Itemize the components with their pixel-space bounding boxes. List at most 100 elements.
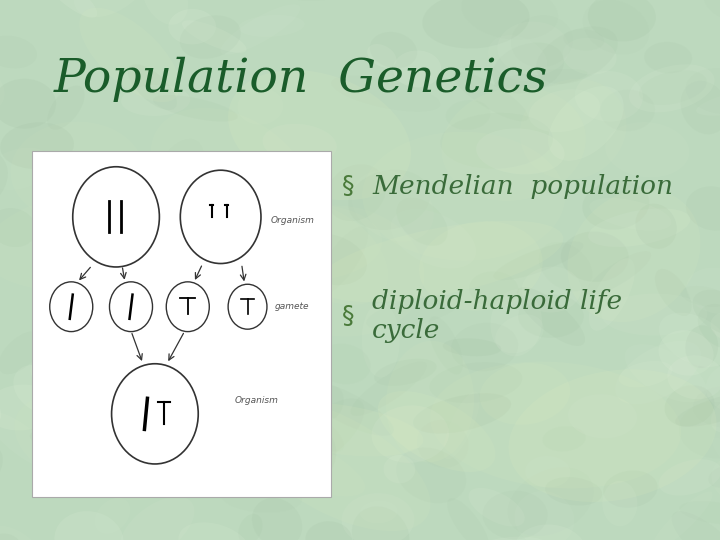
Ellipse shape	[152, 139, 204, 210]
Ellipse shape	[469, 488, 525, 526]
Ellipse shape	[256, 205, 425, 336]
Ellipse shape	[451, 323, 518, 372]
Ellipse shape	[696, 86, 720, 116]
Ellipse shape	[536, 26, 618, 84]
Ellipse shape	[562, 38, 616, 75]
Ellipse shape	[0, 388, 1, 423]
Text: §: §	[342, 174, 354, 198]
Ellipse shape	[0, 123, 74, 169]
Ellipse shape	[238, 514, 263, 540]
Ellipse shape	[45, 0, 97, 18]
Ellipse shape	[182, 21, 247, 53]
Ellipse shape	[441, 87, 586, 201]
Ellipse shape	[563, 29, 604, 51]
Ellipse shape	[685, 325, 718, 368]
Ellipse shape	[202, 298, 253, 341]
Ellipse shape	[686, 186, 720, 231]
Ellipse shape	[528, 89, 600, 132]
Ellipse shape	[0, 384, 57, 430]
Ellipse shape	[545, 477, 602, 505]
Ellipse shape	[384, 455, 415, 483]
Ellipse shape	[341, 493, 415, 540]
Ellipse shape	[711, 456, 720, 507]
Ellipse shape	[452, 537, 554, 540]
Ellipse shape	[31, 342, 110, 399]
Ellipse shape	[603, 470, 657, 508]
Ellipse shape	[423, 0, 529, 49]
Ellipse shape	[665, 386, 714, 427]
Ellipse shape	[480, 363, 570, 425]
Ellipse shape	[167, 163, 302, 277]
Ellipse shape	[60, 163, 102, 189]
Ellipse shape	[548, 86, 624, 161]
Ellipse shape	[469, 272, 518, 307]
Ellipse shape	[148, 322, 228, 401]
Ellipse shape	[494, 69, 588, 90]
Ellipse shape	[711, 397, 720, 432]
Ellipse shape	[128, 64, 177, 110]
Ellipse shape	[180, 15, 240, 59]
Ellipse shape	[659, 459, 720, 496]
Ellipse shape	[396, 448, 467, 503]
Ellipse shape	[515, 491, 575, 540]
Ellipse shape	[518, 294, 584, 338]
Ellipse shape	[45, 157, 130, 209]
Ellipse shape	[393, 50, 441, 87]
Ellipse shape	[54, 511, 124, 540]
Ellipse shape	[589, 258, 635, 330]
Ellipse shape	[374, 359, 437, 386]
Ellipse shape	[675, 392, 720, 427]
Ellipse shape	[0, 447, 3, 491]
Ellipse shape	[305, 521, 352, 540]
Ellipse shape	[698, 304, 720, 348]
Ellipse shape	[413, 393, 511, 434]
Ellipse shape	[263, 124, 337, 164]
Ellipse shape	[0, 79, 56, 129]
Ellipse shape	[652, 491, 713, 540]
Ellipse shape	[378, 391, 495, 472]
Ellipse shape	[655, 269, 692, 316]
Ellipse shape	[158, 264, 202, 299]
Ellipse shape	[476, 129, 564, 174]
Ellipse shape	[80, 160, 132, 217]
Ellipse shape	[313, 386, 343, 422]
Ellipse shape	[672, 511, 720, 540]
Ellipse shape	[42, 248, 131, 311]
Ellipse shape	[158, 164, 286, 284]
Text: Organism: Organism	[235, 395, 279, 404]
Ellipse shape	[251, 402, 423, 456]
Ellipse shape	[370, 32, 417, 68]
Ellipse shape	[635, 204, 677, 249]
Ellipse shape	[0, 147, 8, 214]
Ellipse shape	[153, 95, 238, 122]
Ellipse shape	[588, 208, 690, 247]
Ellipse shape	[149, 394, 365, 496]
Ellipse shape	[482, 491, 548, 539]
Ellipse shape	[148, 205, 279, 304]
Ellipse shape	[13, 364, 70, 415]
Ellipse shape	[299, 380, 394, 436]
Ellipse shape	[213, 358, 259, 390]
Ellipse shape	[521, 267, 581, 313]
Ellipse shape	[493, 241, 583, 280]
Ellipse shape	[492, 43, 564, 93]
Ellipse shape	[600, 90, 655, 131]
Ellipse shape	[639, 70, 707, 105]
Ellipse shape	[95, 498, 130, 534]
Ellipse shape	[0, 51, 4, 112]
Ellipse shape	[0, 534, 22, 540]
Text: §: §	[342, 304, 354, 328]
Ellipse shape	[679, 402, 720, 458]
Ellipse shape	[367, 44, 397, 68]
Ellipse shape	[586, 251, 651, 295]
Ellipse shape	[515, 524, 586, 540]
Text: gamete: gamete	[275, 302, 310, 311]
Ellipse shape	[78, 275, 163, 334]
Ellipse shape	[348, 170, 430, 230]
Ellipse shape	[447, 498, 490, 540]
Ellipse shape	[603, 481, 637, 526]
Ellipse shape	[362, 132, 565, 261]
Ellipse shape	[441, 113, 553, 168]
Ellipse shape	[66, 160, 118, 214]
Ellipse shape	[430, 361, 681, 489]
